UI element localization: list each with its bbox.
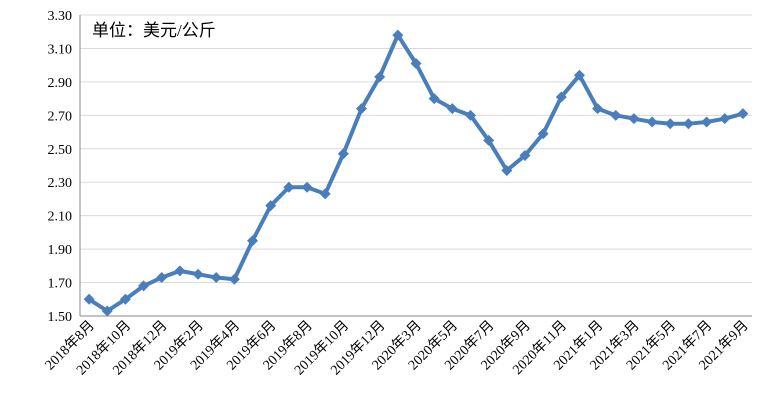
unit-annotation: 单位：美元/公斤	[92, 21, 216, 40]
point-marker	[446, 103, 458, 115]
point-marker	[174, 265, 186, 277]
point-marker	[483, 134, 495, 146]
point-marker	[138, 280, 150, 292]
point-marker	[646, 116, 658, 128]
point-marker	[592, 103, 604, 115]
y-tick-label: 2.70	[48, 109, 73, 124]
point-marker	[119, 293, 131, 305]
y-tick-label: 2.30	[48, 176, 73, 191]
point-marker	[247, 235, 259, 247]
point-marker	[265, 200, 277, 212]
point-marker	[228, 273, 240, 285]
point-marker	[464, 109, 476, 121]
point-marker	[737, 108, 749, 120]
point-marker	[428, 93, 440, 105]
y-tick-label: 2.50	[48, 143, 73, 158]
point-marker	[374, 71, 386, 83]
point-marker	[337, 148, 349, 160]
point-marker	[610, 109, 622, 121]
point-marker	[555, 91, 567, 103]
line-series	[87, 33, 744, 313]
point-marker	[719, 113, 731, 125]
point-marker	[192, 268, 204, 280]
point-marker	[392, 29, 404, 41]
y-tick-label: 3.30	[48, 9, 73, 24]
point-marker	[519, 149, 531, 161]
point-marker	[664, 118, 676, 130]
point-marker	[537, 128, 549, 140]
point-marker	[501, 165, 513, 177]
y-tick-label: 2.10	[48, 210, 73, 225]
point-marker	[573, 69, 585, 81]
point-marker	[410, 57, 422, 69]
point-marker	[283, 181, 295, 193]
point-marker	[83, 293, 95, 305]
point-marker	[701, 116, 713, 128]
y-tick-label: 1.50	[48, 310, 73, 325]
point-marker	[682, 118, 694, 130]
y-tick-label: 3.10	[48, 42, 73, 57]
point-marker	[101, 305, 113, 317]
point-marker	[356, 103, 368, 115]
y-tick-label: 2.90	[48, 76, 73, 91]
point-marker	[301, 181, 313, 193]
y-tick-label: 1.70	[48, 277, 73, 292]
point-marker	[319, 188, 331, 200]
y-tick-label: 1.90	[48, 243, 73, 258]
point-marker	[210, 272, 222, 284]
point-marker	[628, 113, 640, 125]
point-marker	[156, 272, 168, 284]
